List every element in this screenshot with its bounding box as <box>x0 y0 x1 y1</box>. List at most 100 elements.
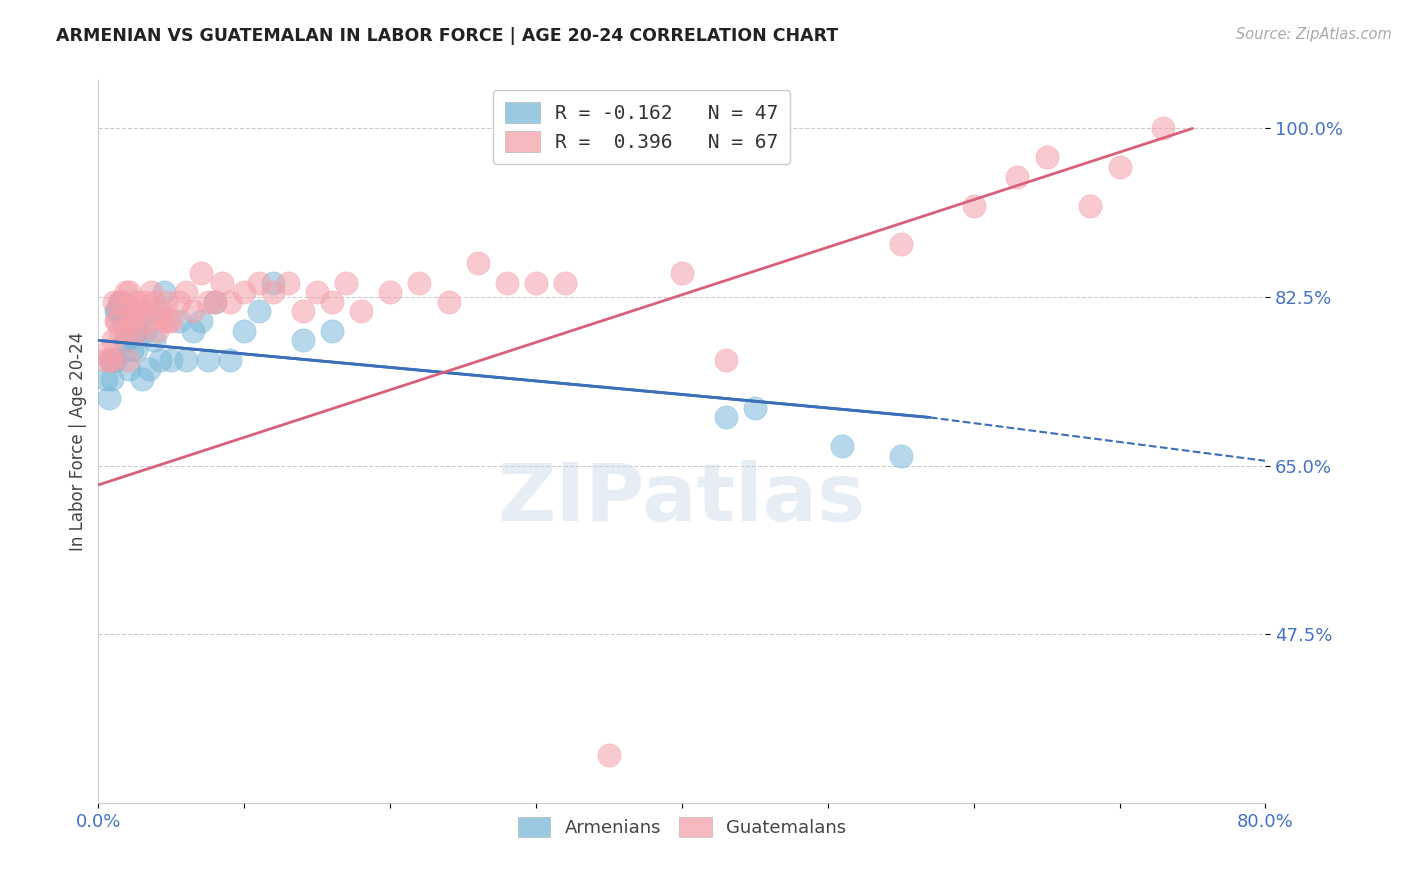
Point <box>111 294 134 309</box>
Point <box>890 237 912 252</box>
Point <box>262 285 284 300</box>
Point <box>97 391 120 405</box>
Point <box>1035 150 1057 164</box>
Point <box>247 304 270 318</box>
Point <box>190 266 212 280</box>
Point <box>598 747 620 762</box>
Point <box>167 314 190 328</box>
Text: ARMENIAN VS GUATEMALAN IN LABOR FORCE | AGE 20-24 CORRELATION CHART: ARMENIAN VS GUATEMALAN IN LABOR FORCE | … <box>56 27 838 45</box>
Point <box>247 276 270 290</box>
Point <box>115 285 138 300</box>
Text: Source: ZipAtlas.com: Source: ZipAtlas.com <box>1236 27 1392 42</box>
Point <box>152 314 174 328</box>
Point <box>139 285 162 300</box>
Point <box>157 314 180 328</box>
Point <box>291 304 314 318</box>
Point <box>146 324 169 338</box>
Point <box>335 276 357 290</box>
Point <box>211 276 233 290</box>
Point <box>197 352 219 367</box>
Point <box>277 276 299 290</box>
Point <box>97 343 120 357</box>
Point <box>167 294 190 309</box>
Point <box>380 285 402 300</box>
Point <box>1080 198 1102 212</box>
Point <box>174 285 197 300</box>
Point <box>190 314 212 328</box>
Point <box>218 294 240 309</box>
Point <box>103 352 125 367</box>
Point <box>134 324 156 338</box>
Point <box>181 304 204 318</box>
Point <box>142 294 165 309</box>
Point <box>103 294 125 309</box>
Point <box>104 314 127 328</box>
Point <box>111 294 134 309</box>
Point <box>554 276 576 290</box>
Point <box>108 294 131 309</box>
Point <box>233 324 256 338</box>
Point <box>204 294 226 309</box>
Point <box>136 314 159 328</box>
Point <box>115 334 138 348</box>
Point <box>110 324 132 338</box>
Point <box>218 352 240 367</box>
Point <box>408 276 430 290</box>
Point <box>101 334 124 348</box>
Point <box>714 410 737 425</box>
Point <box>160 314 183 328</box>
Point <box>1152 121 1174 136</box>
Point <box>496 276 519 290</box>
Point <box>890 449 912 463</box>
Point <box>117 304 139 318</box>
Point <box>142 334 165 348</box>
Point <box>114 324 136 338</box>
Point <box>153 285 176 300</box>
Point <box>437 294 460 309</box>
Point <box>350 304 373 318</box>
Point <box>467 256 489 270</box>
Point <box>128 314 150 328</box>
Point <box>321 294 343 309</box>
Point <box>671 266 693 280</box>
Point <box>104 352 127 367</box>
Point <box>94 372 117 386</box>
Point <box>112 314 135 328</box>
Point <box>101 352 124 367</box>
Point <box>831 439 853 453</box>
Legend: Armenians, Guatemalans: Armenians, Guatemalans <box>510 810 853 845</box>
Point <box>98 352 121 367</box>
Point <box>120 314 142 328</box>
Point <box>307 285 329 300</box>
Point <box>127 304 149 318</box>
Point <box>124 304 146 318</box>
Point <box>1007 169 1029 184</box>
Point <box>291 334 314 348</box>
Point <box>105 304 128 318</box>
Point <box>160 352 183 367</box>
Point <box>131 372 153 386</box>
Point <box>117 352 139 367</box>
Point <box>98 352 121 367</box>
Point <box>125 294 148 309</box>
Point <box>101 352 124 367</box>
Point <box>174 352 197 367</box>
Point <box>121 343 143 357</box>
Point <box>125 343 148 357</box>
Point <box>134 294 156 309</box>
Point <box>155 294 177 309</box>
Point <box>110 304 132 318</box>
Y-axis label: In Labor Force | Age 20-24: In Labor Force | Age 20-24 <box>69 332 87 551</box>
Point <box>121 304 143 318</box>
Point <box>110 294 132 309</box>
Point <box>1108 160 1130 174</box>
Point <box>120 314 142 328</box>
Point <box>181 324 204 338</box>
Point <box>104 304 127 318</box>
Point <box>122 324 145 338</box>
Point <box>94 352 117 367</box>
Point <box>233 285 256 300</box>
Point <box>262 276 284 290</box>
Point <box>204 294 226 309</box>
Point <box>149 304 172 318</box>
